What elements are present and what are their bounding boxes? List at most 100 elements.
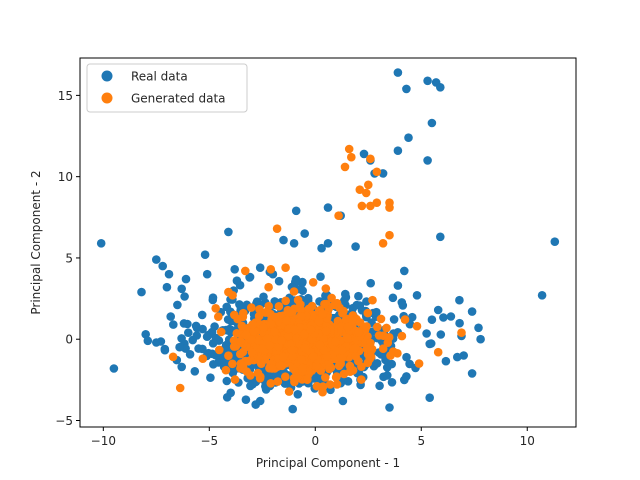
data-point [318, 387, 327, 397]
data-point [198, 344, 207, 354]
data-point [425, 339, 435, 349]
data-point [323, 239, 333, 248]
data-point [338, 396, 348, 406]
data-point [152, 255, 161, 264]
data-point [289, 373, 299, 383]
data-point [331, 337, 340, 347]
data-point [317, 243, 326, 253]
y-axis: −5 0 5 10 15 [55, 89, 80, 428]
data-point [439, 313, 448, 322]
data-point [345, 361, 355, 371]
data-point [378, 239, 388, 248]
data-point [284, 331, 293, 341]
data-point [373, 322, 382, 332]
data-point [206, 373, 215, 383]
data-point [221, 365, 231, 375]
data-point [321, 326, 331, 336]
data-point [177, 334, 186, 343]
data-point [300, 343, 310, 353]
data-point [361, 188, 371, 198]
data-point [265, 341, 274, 350]
data-point [239, 308, 248, 318]
data-point [347, 152, 356, 162]
data-point [357, 375, 366, 384]
data-point [422, 329, 431, 338]
data-point [457, 328, 466, 338]
data-point [327, 293, 336, 303]
data-point [316, 272, 325, 282]
data-point [397, 331, 407, 341]
data-point [402, 352, 411, 362]
data-point [152, 338, 161, 347]
data-point [393, 146, 403, 155]
data-point [382, 323, 391, 333]
data-point [412, 291, 422, 300]
data-point [402, 372, 411, 381]
data-point [297, 312, 306, 321]
data-point [308, 352, 318, 361]
y-axis-label: Principal Component - 2 [29, 170, 43, 314]
data-point [264, 282, 273, 292]
data-point [308, 278, 318, 287]
data-point [325, 380, 335, 389]
data-point [427, 118, 437, 128]
data-point [331, 373, 341, 382]
data-point [169, 320, 178, 329]
data-point [282, 316, 291, 325]
data-point [385, 203, 394, 212]
data-point [537, 291, 547, 300]
data-point [332, 380, 342, 389]
data-point [288, 404, 298, 414]
data-point [298, 363, 308, 373]
data-point [427, 315, 437, 325]
data-point [143, 336, 153, 346]
data-point [242, 367, 251, 376]
data-point [400, 266, 409, 276]
data-point [351, 242, 360, 251]
data-point [321, 373, 330, 382]
data-point [247, 348, 257, 357]
data-point [436, 83, 445, 92]
data-point [436, 330, 446, 339]
data-point [210, 322, 219, 331]
data-point [354, 328, 364, 337]
data-point [279, 235, 288, 245]
data-point [402, 84, 411, 94]
data-point [198, 354, 208, 364]
data-point [211, 304, 220, 313]
data-point [343, 322, 353, 332]
data-point [332, 298, 342, 308]
data-point [241, 330, 251, 340]
data-point [232, 276, 242, 286]
data-point [267, 364, 277, 373]
data-point [272, 224, 282, 233]
data-point [175, 342, 184, 352]
legend-marker-real-data [101, 70, 113, 82]
data-point [190, 367, 200, 376]
data-point [334, 211, 343, 220]
data-point [389, 315, 399, 324]
data-point [354, 291, 363, 301]
data-point [476, 334, 485, 344]
data-point [363, 308, 373, 318]
data-point [318, 309, 327, 319]
data-point [337, 321, 346, 331]
data-point [375, 381, 384, 391]
data-point [208, 339, 218, 348]
data-point [344, 144, 354, 154]
data-point [270, 327, 279, 337]
data-point [271, 312, 281, 322]
data-point [388, 293, 398, 303]
data-point [287, 345, 297, 355]
data-point [238, 347, 248, 357]
data-point [357, 201, 367, 211]
data-point [164, 269, 174, 279]
data-point [323, 203, 333, 212]
data-point [412, 321, 422, 331]
data-point [289, 239, 299, 248]
data-point [177, 284, 186, 294]
data-point [376, 314, 386, 324]
data-point [366, 201, 375, 211]
data-point [109, 364, 119, 373]
data-point [400, 315, 410, 324]
